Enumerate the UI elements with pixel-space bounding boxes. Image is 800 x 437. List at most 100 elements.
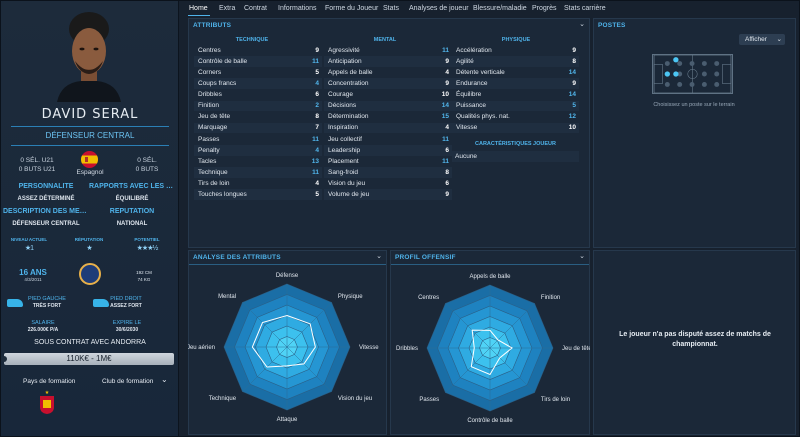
attribute-row[interactable]: Sang-froid 8 [324, 167, 452, 178]
radar-axis-label: Finition [541, 295, 560, 301]
attribute-value: 4 [315, 179, 319, 187]
tab-extra[interactable]: Extra [219, 5, 236, 12]
tab-contract[interactable]: Contrat [244, 5, 267, 12]
attribute-row[interactable]: Coups francs 4 [194, 78, 322, 90]
tab-player-analysis[interactable]: Analyses de joueur [409, 5, 469, 12]
radar-axis-label: Tirs de loin [541, 397, 570, 403]
attribute-name: Qualités phys. nat. [456, 113, 510, 121]
salary-value: 226.000€ P/A [27, 327, 59, 333]
reputation-stars: ★ [86, 245, 92, 252]
media-description-value: DÉFENSEUR CENTRAL [12, 221, 80, 227]
chevron-down-icon[interactable]: ⌄ [579, 253, 585, 260]
attribute-row[interactable]: Tirs de loin 4 [194, 178, 322, 189]
tab-player-form[interactable]: Forme du Joueur [325, 5, 379, 12]
radar-spoke [445, 347, 491, 393]
attribute-row[interactable]: Appels de balle 4 [324, 67, 452, 78]
attribute-row[interactable]: Équilibre 14 [452, 89, 579, 100]
attribute-value: 9 [445, 57, 449, 65]
attribute-row[interactable]: Qualités phys. nat. 12 [452, 112, 579, 123]
attribute-name: Tacles [198, 157, 217, 165]
attribute-row[interactable]: Puissance 5 [452, 100, 579, 112]
attribute-row[interactable]: Contrôle de balle 11 [194, 56, 322, 67]
attribute-row[interactable]: Jeu collectif 11 [324, 134, 452, 145]
chevron-down-icon[interactable]: ⌄ [376, 253, 382, 260]
attribute-value: 9 [445, 191, 449, 199]
attribute-row[interactable]: Détente verticale 14 [452, 67, 579, 78]
attribute-row[interactable]: Centres 9 [194, 45, 322, 56]
attribute-row[interactable]: Dribbles 6 [194, 89, 322, 100]
current-ability-label: NIVEAU ACTUEL [10, 237, 48, 242]
radar-axis-label: Attaque [277, 417, 298, 423]
attribute-row[interactable]: Décisions 14 [324, 100, 452, 112]
tab-informations[interactable]: Informations [278, 5, 317, 12]
title-underline [391, 264, 589, 265]
attribute-row[interactable]: Finition 2 [194, 100, 322, 112]
attribute-row[interactable]: Concentration 9 [324, 78, 452, 90]
attribute-value: 14 [441, 102, 449, 110]
attribute-row[interactable]: Agressivité 11 [324, 45, 452, 56]
attribute-row[interactable]: Marquage 7 [194, 122, 322, 134]
attribute-name: Volume de jeu [328, 191, 370, 199]
expiry-label: EXPIRE LE [112, 320, 142, 326]
divider [11, 126, 169, 127]
attribute-value: 5 [572, 102, 576, 110]
show-dropdown[interactable]: Afficher ⌄ [739, 34, 785, 45]
chevron-down-icon[interactable]: ⌄ [579, 21, 585, 28]
attribute-row[interactable]: Leadership 6 [324, 144, 452, 156]
player-height: 192 CM [136, 270, 152, 275]
club-badge-icon[interactable] [79, 263, 101, 285]
attribute-name: Leadership [328, 146, 361, 154]
nationality[interactable]: Espagnol [76, 169, 104, 176]
attribute-row[interactable]: Technique 11 [194, 167, 322, 178]
attribute-name: Tirs de loin [198, 179, 230, 187]
transfer-value-bar[interactable]: 110K€ - 1M€ [1, 353, 174, 365]
attribute-row[interactable]: Anticipation 9 [324, 56, 452, 67]
attribute-value: 11 [442, 46, 449, 54]
attribute-name: Détermination [328, 113, 369, 121]
attribute-name: Finition [198, 102, 219, 110]
radar-spoke [242, 302, 288, 348]
attribute-value: 11 [312, 135, 319, 143]
tab-career-stats[interactable]: Stats carrière [564, 5, 606, 12]
pitch-diagram[interactable] [652, 54, 733, 94]
tab-progress[interactable]: Progrès [532, 5, 557, 12]
attribute-row[interactable]: Tacles 13 [194, 156, 322, 167]
player-weight: 74 KG [137, 277, 151, 282]
u21-stats: 0 SÉL. U21 0 BUTS U21 [7, 156, 67, 174]
attribute-value: 6 [315, 91, 319, 99]
spain-flag-icon[interactable] [81, 151, 98, 168]
tab-stats[interactable]: Stats [383, 5, 399, 12]
attribute-row[interactable]: Vitesse 10 [452, 122, 579, 134]
attribute-row[interactable]: Jeu de tête 8 [194, 112, 322, 123]
attribute-row[interactable]: Touches longues 5 [194, 189, 322, 201]
attribute-value: 6 [445, 179, 449, 187]
attribute-row[interactable]: Inspiration 4 [324, 122, 452, 134]
attribute-row[interactable]: Corners 5 [194, 67, 322, 78]
attribute-name: Agilité [456, 57, 474, 65]
radar-axis-label: Jeu aérien [188, 345, 215, 351]
tab-home[interactable]: Home [189, 5, 208, 12]
attribute-row[interactable]: Agilité 8 [452, 56, 579, 67]
attribute-row[interactable]: Accélération 9 [452, 45, 579, 56]
attribute-row[interactable]: Passes 11 [194, 134, 322, 145]
attribute-row[interactable]: Vision du jeu 6 [324, 178, 452, 189]
current-ability-stars: ★1 [24, 245, 34, 252]
attribute-row[interactable]: Courage 10 [324, 89, 452, 100]
chevron-down-icon[interactable]: ⌄ [161, 375, 168, 384]
attribute-row[interactable]: Détermination 15 [324, 112, 452, 123]
attribute-row[interactable]: Placement 11 [324, 156, 452, 167]
attribute-row[interactable]: Volume de jeu 9 [324, 189, 452, 201]
tab-injury[interactable]: Blessure/maladie [473, 5, 527, 12]
left-foot-value: TRÈS FORT [32, 303, 62, 309]
attribute-value: 8 [572, 57, 576, 65]
attribute-name: Sang-froid [328, 168, 358, 176]
attribute-row[interactable]: Penalty 4 [194, 144, 322, 156]
divider [11, 145, 169, 146]
player-age: 16 ANS [19, 268, 47, 277]
attribute-name: Concentration [328, 80, 369, 88]
attribute-row[interactable]: Endurance 9 [452, 78, 579, 90]
attribute-value: 11 [442, 157, 449, 165]
training-nation-label: Pays de formation [23, 378, 76, 385]
radar-axis-label: Appels de balle [469, 274, 511, 280]
attribute-name: Jeu de tête [198, 113, 231, 121]
